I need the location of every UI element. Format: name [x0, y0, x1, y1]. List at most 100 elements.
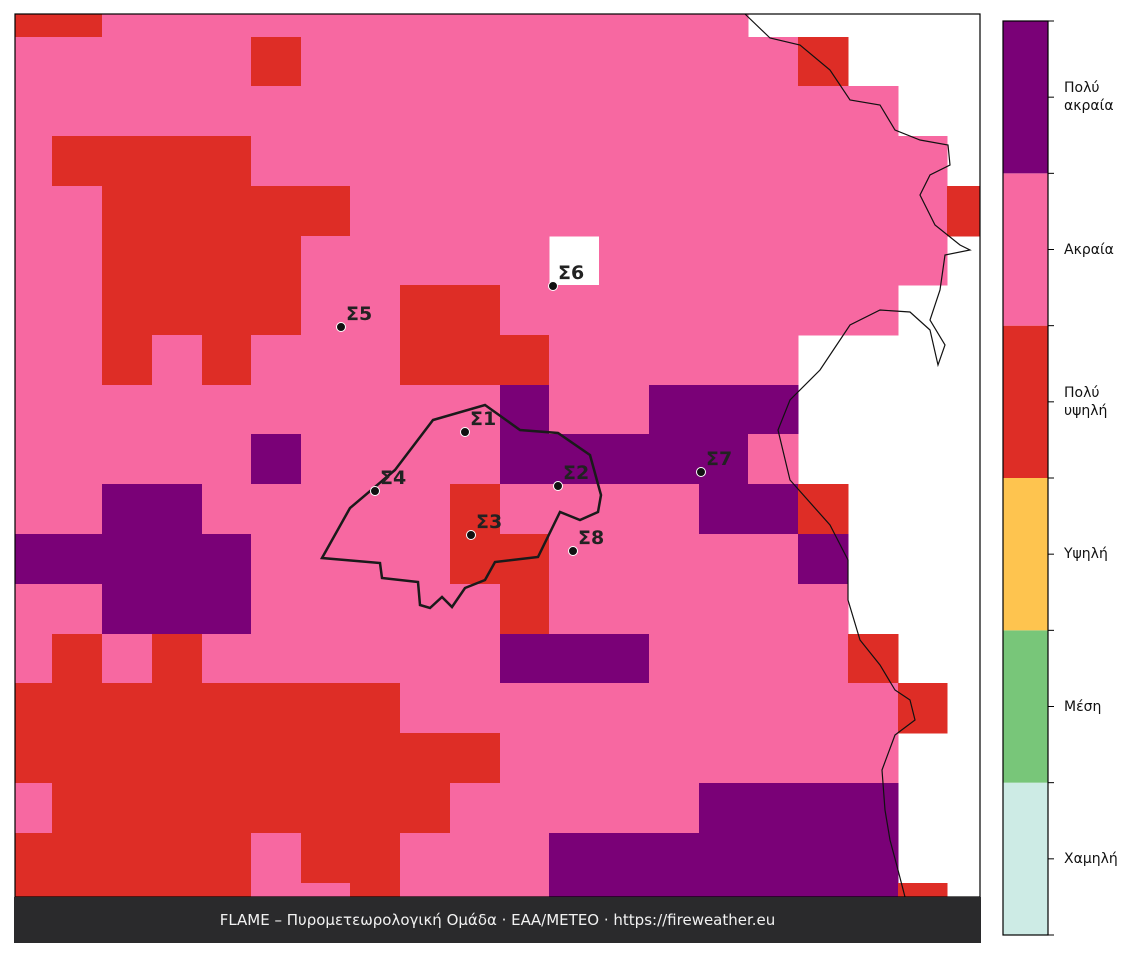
grid-cell — [202, 883, 252, 898]
grid-cell — [15, 86, 53, 137]
grid-cell — [15, 186, 53, 237]
grid-cell — [450, 783, 501, 834]
grid-cell — [599, 534, 650, 585]
grid-cell — [699, 136, 749, 187]
grid-cell — [450, 285, 501, 336]
grid-cell — [450, 236, 501, 286]
grid-cell — [400, 434, 451, 485]
grid-cell — [748, 534, 799, 585]
grid-cell — [500, 733, 550, 784]
colorbar-segment — [1003, 173, 1048, 326]
grid-cell — [500, 186, 550, 237]
grid-cell — [848, 833, 899, 884]
grid-cell — [102, 883, 153, 898]
grid-cell — [549, 833, 600, 884]
grid-cell — [350, 136, 401, 187]
grid-cell — [251, 434, 302, 485]
colorbar-label: Πολύ ακραία — [1064, 80, 1114, 115]
grid-cell — [748, 335, 799, 386]
grid-cell — [649, 683, 700, 734]
grid-cell — [251, 136, 302, 187]
grid-cell — [15, 285, 53, 336]
grid-cell — [301, 37, 351, 87]
grid-cell — [202, 186, 252, 237]
grid-cell — [152, 484, 203, 535]
grid-cell — [301, 484, 351, 535]
grid-cell — [649, 634, 700, 684]
grid-cell — [152, 634, 203, 684]
grid-cell — [549, 883, 600, 898]
station-dot — [696, 467, 706, 477]
grid-cell — [649, 236, 700, 286]
grid-cell — [898, 236, 948, 286]
grid-cell — [450, 833, 501, 884]
grid-cell — [251, 833, 302, 884]
grid-cell — [15, 683, 53, 734]
grid-cell — [301, 733, 351, 784]
grid-cell — [798, 683, 849, 734]
grid-cell — [202, 534, 252, 585]
grid-cell — [301, 335, 351, 386]
grid-cell — [450, 683, 501, 734]
grid-cell — [400, 733, 451, 784]
footer: FLAME – Πυρομετεωρολογική Ομάδα · ΕΑΑ/ΜΕ… — [14, 897, 981, 943]
grid-cell — [350, 584, 401, 635]
grid-cell — [599, 584, 650, 635]
station-label: Σ8 — [578, 527, 604, 549]
grid-cell — [748, 186, 799, 237]
grid-cell — [798, 883, 849, 898]
grid-cell — [52, 434, 103, 485]
grid-cell — [52, 14, 103, 38]
grid-cell — [52, 634, 103, 684]
grid-cell — [152, 534, 203, 585]
grid-cell — [848, 186, 899, 237]
grid-cell — [500, 136, 550, 187]
grid-cell — [301, 236, 351, 286]
colorbar-label: Μέση — [1064, 698, 1102, 715]
grid-cell — [798, 236, 849, 286]
station-dot — [466, 530, 476, 540]
grid-cell — [52, 385, 103, 435]
grid-cell — [52, 783, 103, 834]
grid-cell — [649, 584, 700, 635]
grid-cell — [350, 14, 401, 38]
colorbar-segment — [1003, 325, 1048, 478]
grid-cell — [699, 335, 749, 386]
grid-cell — [251, 186, 302, 237]
grid-cell — [301, 783, 351, 834]
grid-cell — [202, 14, 252, 38]
grid-cell — [102, 285, 153, 336]
grid-cell — [152, 783, 203, 834]
grid-cell — [251, 634, 302, 684]
grid-cell — [15, 136, 53, 187]
grid-cell — [599, 883, 650, 898]
grid-cell — [500, 634, 550, 684]
grid-cell — [202, 285, 252, 336]
grid-cell — [798, 584, 849, 635]
grid-cell — [350, 683, 401, 734]
colorbar-segment — [1003, 782, 1048, 935]
grid-cell — [400, 385, 451, 435]
grid-cell — [350, 86, 401, 137]
grid-cell — [848, 236, 899, 286]
grid-cell — [699, 236, 749, 286]
grid-cell — [500, 484, 550, 535]
grid-cell — [649, 335, 700, 386]
grid-cell — [500, 683, 550, 734]
grid-cell — [500, 285, 550, 336]
grid-cell — [599, 634, 650, 684]
coastline — [744, 13, 972, 898]
station-label: Σ3 — [476, 511, 502, 533]
grid-cell — [251, 14, 302, 38]
grid-cell — [599, 783, 650, 834]
grid-cell — [251, 236, 302, 286]
grid-cell — [52, 883, 103, 898]
grid-cell — [15, 733, 53, 784]
grid-cell — [549, 86, 600, 137]
grid-cell — [102, 236, 153, 286]
colorbar-segment — [1003, 21, 1048, 174]
grid-cell — [52, 833, 103, 884]
grid-cell — [848, 683, 899, 734]
grid-cell — [748, 683, 799, 734]
